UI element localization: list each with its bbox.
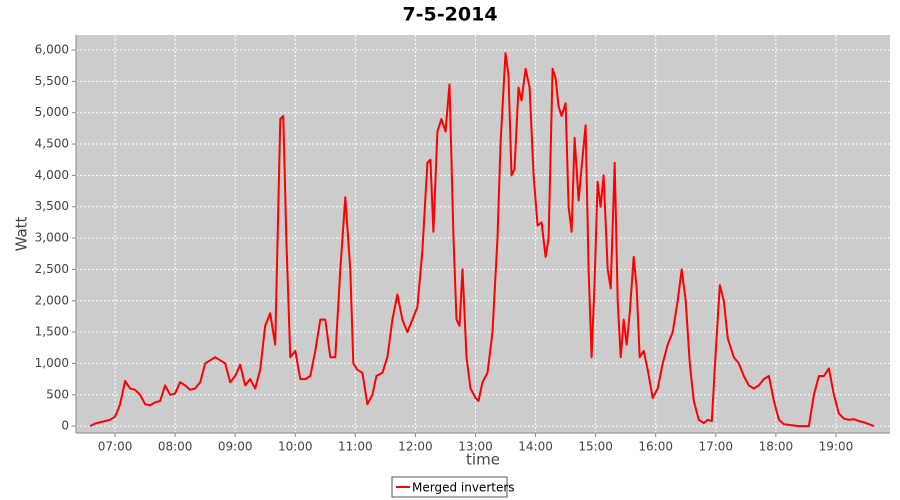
x-tick-label: 11:00 <box>338 440 373 454</box>
plot-layer: 0 500 1,000 1,500 2,000 2,500 3,000 3,500 4,000 4… <box>35 35 890 454</box>
x-tick-label: 13:00 <box>458 440 493 454</box>
x-tick-label: 07:00 <box>98 440 133 454</box>
x-tick-label: 10:00 <box>278 440 313 454</box>
y-tick-label: 5,500 <box>35 74 69 88</box>
y-tick-label: 4,500 <box>35 137 69 151</box>
y-tick-label: 0 <box>61 419 69 433</box>
y-tick-label: 2,000 <box>35 293 69 307</box>
x-tick-label: 18:00 <box>759 440 794 454</box>
x-tick-label: 09:00 <box>218 440 253 454</box>
y-axis-label: Watt <box>13 216 31 251</box>
x-axis-label: time <box>466 451 500 469</box>
y-tick-label: 1,500 <box>35 325 69 339</box>
plot-area <box>76 35 890 433</box>
x-tick-label: 15:00 <box>578 440 613 454</box>
x-tick-label: 19:00 <box>819 440 854 454</box>
x-tick-label: 17:00 <box>698 440 733 454</box>
x-tick-label: 14:00 <box>518 440 553 454</box>
data-line <box>89 52 875 428</box>
y-tick-label: 2,500 <box>35 262 69 276</box>
y-tick-label: 1,000 <box>35 356 69 370</box>
y-tick-label: 5,000 <box>35 105 69 119</box>
x-tick-label: 12:00 <box>398 440 433 454</box>
x-tick-label: 08:00 <box>158 440 193 454</box>
y-tick-label: 4,000 <box>35 168 69 182</box>
y-tick-label: 500 <box>46 387 69 401</box>
legend-label: Merged inverters <box>412 481 515 495</box>
legend-box <box>391 476 508 498</box>
y-tick-label: 3,000 <box>35 231 69 245</box>
y-tick-label: 3,500 <box>35 199 69 213</box>
chart-title: 7-5-2014 <box>402 4 497 26</box>
x-tick-label: 16:00 <box>638 440 673 454</box>
y-tick-label: 6,000 <box>35 43 69 57</box>
